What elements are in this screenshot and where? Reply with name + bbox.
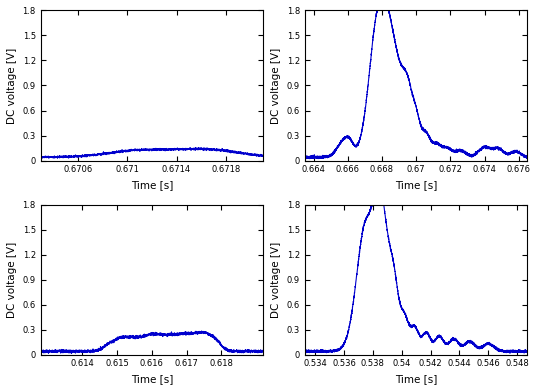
Y-axis label: DC voltage [V]: DC voltage [V] [7, 47, 17, 124]
Y-axis label: DC voltage [V]: DC voltage [V] [271, 242, 281, 318]
Y-axis label: DC voltage [V]: DC voltage [V] [7, 242, 17, 318]
X-axis label: Time [s]: Time [s] [395, 374, 437, 384]
X-axis label: Time [s]: Time [s] [130, 374, 173, 384]
X-axis label: Time [s]: Time [s] [395, 180, 437, 190]
Y-axis label: DC voltage [V]: DC voltage [V] [271, 47, 281, 124]
X-axis label: Time [s]: Time [s] [130, 180, 173, 190]
